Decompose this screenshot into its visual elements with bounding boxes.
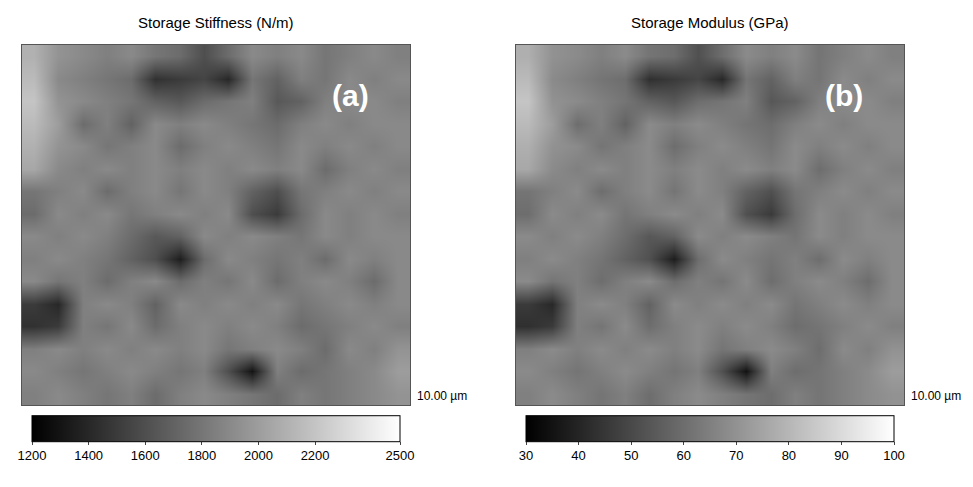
svg-text:Storage Stiffness (N/m): Storage Stiffness (N/m)	[138, 14, 294, 31]
svg-text:1800: 1800	[187, 448, 216, 463]
svg-text:1600: 1600	[131, 448, 160, 463]
svg-text:(b): (b)	[825, 79, 863, 112]
svg-text:40: 40	[571, 448, 585, 463]
svg-text:30: 30	[519, 448, 533, 463]
svg-text:80: 80	[782, 448, 796, 463]
svg-text:70: 70	[729, 448, 743, 463]
svg-text:10.00 µm: 10.00 µm	[911, 389, 961, 403]
svg-text:1200: 1200	[18, 448, 47, 463]
svg-text:2500: 2500	[386, 448, 415, 463]
svg-text:100: 100	[883, 448, 905, 463]
svg-text:(a): (a)	[332, 79, 369, 112]
svg-text:2000: 2000	[244, 448, 273, 463]
svg-text:2200: 2200	[301, 448, 330, 463]
svg-text:50: 50	[624, 448, 638, 463]
svg-text:10.00 µm: 10.00 µm	[417, 389, 467, 403]
svg-text:1400: 1400	[74, 448, 103, 463]
svg-text:90: 90	[834, 448, 848, 463]
svg-text:60: 60	[676, 448, 690, 463]
svg-text:Storage Modulus (GPa): Storage Modulus (GPa)	[631, 14, 789, 31]
